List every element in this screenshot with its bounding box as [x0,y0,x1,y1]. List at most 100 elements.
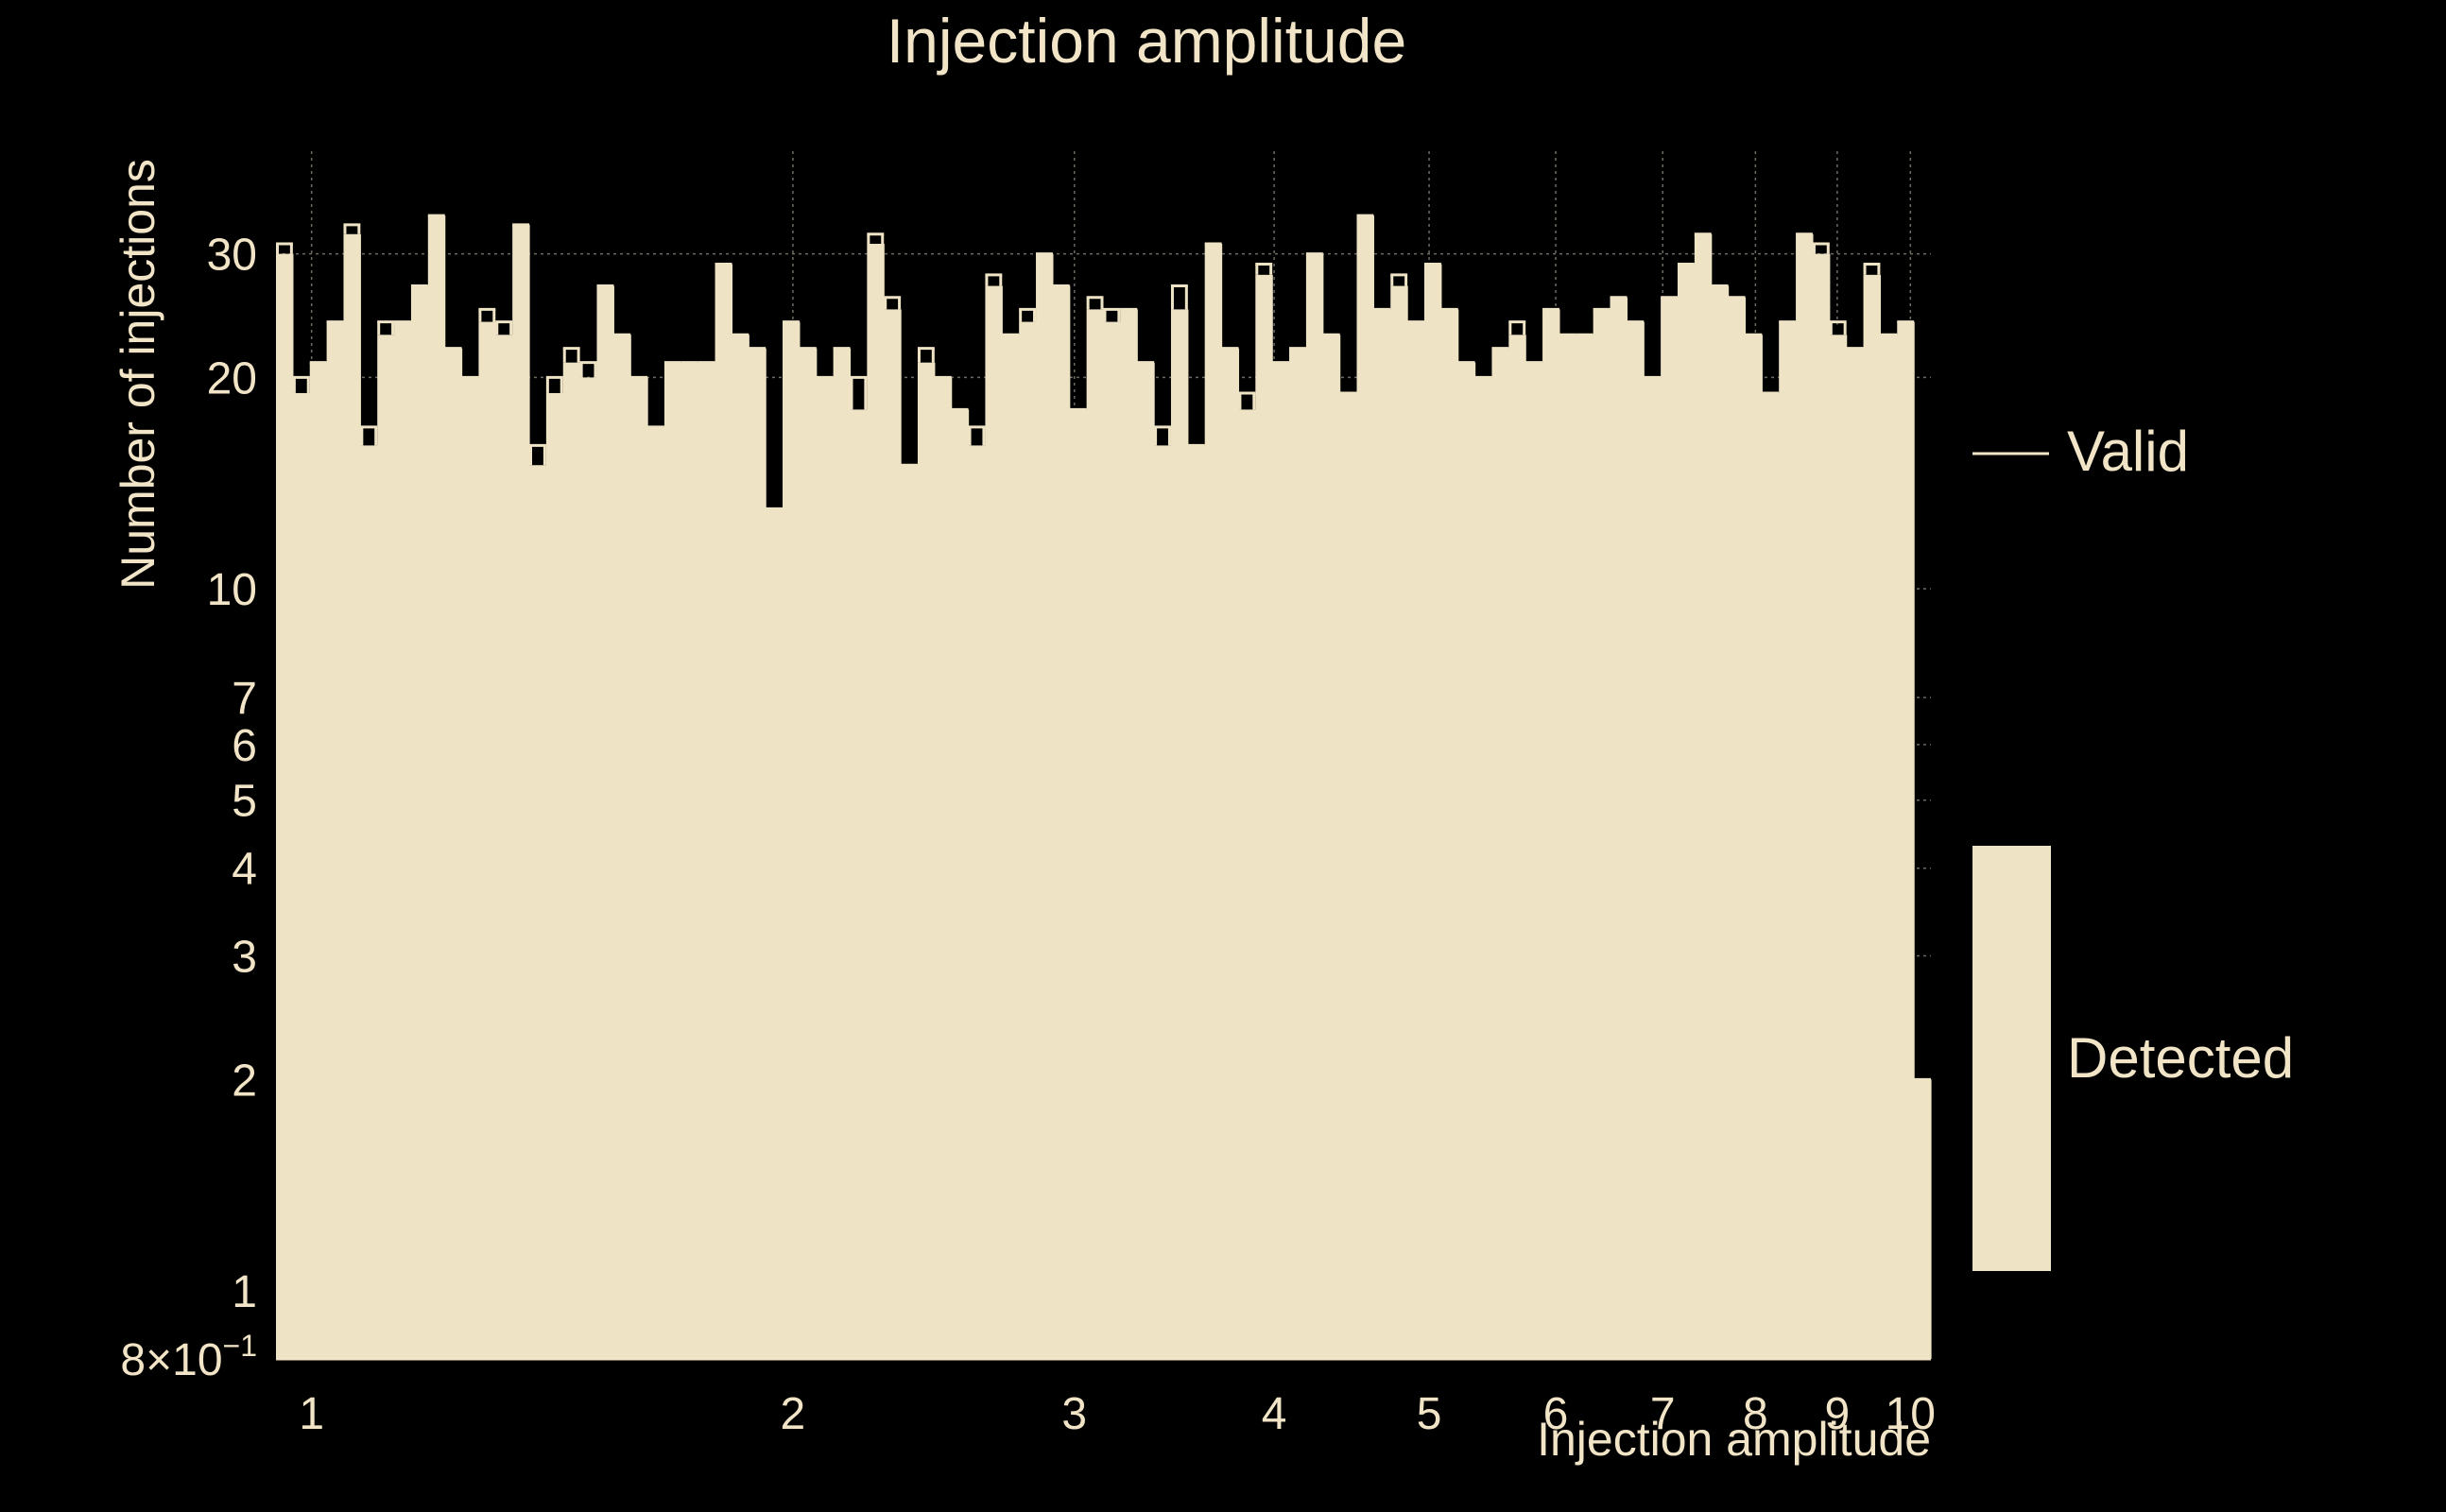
valid-excess [1022,312,1034,321]
valid-excess [1173,288,1185,309]
x-tick-label: 5 [1417,1389,1442,1439]
detected-bar [630,377,648,1359]
detected-bar [867,243,885,1360]
detected-bar [850,409,868,1359]
valid-excess [532,448,543,465]
detected-bar [444,348,463,1360]
valid-excess [1258,266,1270,274]
x-tick-label: 9 [1825,1389,1851,1439]
detected-bar [901,465,919,1360]
detected-bar [1897,321,1915,1360]
valid-excess [870,236,882,243]
x-axis-label: Injection amplitude [1537,1413,1931,1466]
x-tick-label: 8 [1743,1389,1768,1439]
y-tick-label: 7 [232,674,257,724]
valid-excess [1815,246,1827,253]
detected-bar [427,215,446,1360]
valid-excess [481,312,493,321]
valid-excess [279,246,290,253]
detected-bar [1576,335,1594,1359]
detected-bar [1423,264,1442,1360]
detected-bar [512,224,530,1359]
detected-bar [1644,377,1662,1359]
detected-bar [934,377,953,1359]
detected-bar [715,264,733,1360]
valid-excess [1866,266,1878,274]
detected-bar [309,362,328,1359]
valid-excess [1241,395,1253,409]
x-tick-label: 4 [1262,1389,1287,1439]
chart-title: Injection amplitude [887,6,1406,76]
detected-bar [680,362,699,1359]
y-tick-label: 20 [207,353,257,404]
valid-excess [853,380,865,409]
detected-bar [1508,335,1526,1359]
detected-bar [1120,309,1138,1359]
detected-bar [1170,309,1189,1359]
detected-bar [985,285,1003,1359]
detected-bar [360,445,378,1359]
detected-bar [1694,233,1713,1359]
detected-bar [1407,321,1425,1360]
detected-bar [1593,309,1611,1359]
detected-bar [1305,253,1324,1360]
detected-bar [1272,362,1290,1359]
detected-bar [766,508,784,1359]
x-tick-labels: 1 2 3 4 5 6 7 8 9 10 [299,1389,1936,1439]
detected-bar [1542,309,1560,1359]
x-tick-label: 6 [1543,1389,1569,1439]
valid-excess [920,351,932,362]
detected-bar [833,348,852,1360]
y-tick-label: 3 [232,933,257,983]
detected-bar [292,392,311,1360]
detected-bar [1221,348,1240,1360]
detected-bar [1880,335,1898,1359]
detected-bar [1440,309,1459,1359]
y-tick-label: 6 [232,721,257,771]
detected-bar [1086,309,1105,1359]
detected-bar [1373,309,1391,1359]
detected-bar [1863,274,1881,1360]
detected-bar [1779,321,1797,1360]
detected-bar [1137,362,1155,1359]
detected-bar [1069,409,1088,1359]
valid-excess [498,324,510,335]
detected-bar [529,465,547,1360]
detected-bar [1204,243,1223,1360]
detected-bar [647,426,665,1360]
valid-excess [565,351,577,362]
detected-bar [461,377,480,1359]
y-tick-label: 1 [232,1267,257,1317]
detected-bar [1103,321,1121,1360]
valid-excess [887,300,899,309]
valid-excess [548,380,560,392]
detected-bar [1728,297,1747,1360]
valid-excess [295,380,307,392]
detected-bar [816,377,835,1359]
detected-bar [1036,253,1054,1360]
valid-excess [971,429,983,445]
valid-excess [1393,277,1405,285]
x-tick-label: 1 [299,1389,324,1439]
y-tick-label: 5 [232,777,257,827]
detected-bar [478,321,496,1360]
detected-bar [1711,285,1730,1359]
detected-bar [1762,392,1780,1360]
y-tick-label: 2 [232,1056,257,1106]
detected-bar [1339,392,1358,1360]
detected-bar [1812,253,1831,1360]
detected-bar [1154,445,1172,1359]
valid-excess [1157,429,1168,445]
detected-bar [1390,285,1408,1359]
detected-bar [394,321,412,1360]
detected-bar [1559,335,1577,1359]
detected-bar [545,392,564,1360]
detected-bar [343,233,361,1359]
legend-valid-label: Valid [2067,420,2189,483]
y-tick-label: 10 [207,565,257,615]
valid-excess [363,429,375,445]
detected-bar [1677,264,1696,1360]
y-axis-label: Number of injections [112,159,164,590]
detected-bar [1491,348,1509,1360]
detected-bar [732,335,749,1359]
